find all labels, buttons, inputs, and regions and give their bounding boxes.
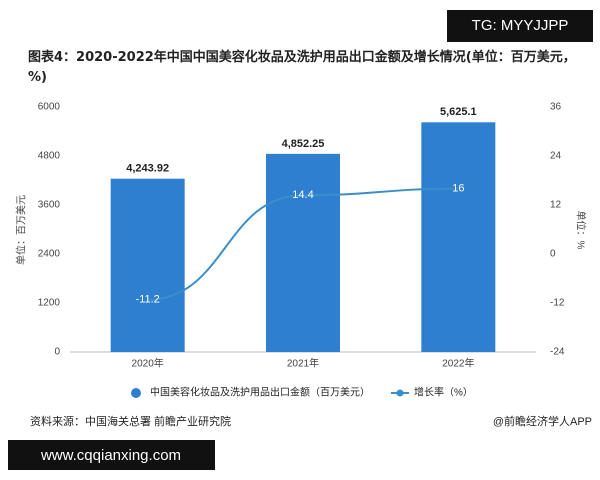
y-tick-label: 1200 [38,298,61,309]
line-value-label: 14.4 [292,189,313,201]
y2-tick-label: 12 [550,200,562,211]
bar [110,178,185,352]
bar [421,122,496,353]
bar-value-label: 4,852.25 [282,138,325,150]
bar-value-label: 4,243.92 [126,163,169,175]
legend-label: 中国美容化妆品及洗护用品出口金额（百万美元） [150,386,370,399]
y-tick-label: 4800 [38,151,61,162]
y2-tick-label: 36 [550,102,562,113]
y-tick-label: 0 [54,347,60,358]
line-value-label: 16 [452,183,464,195]
source: 资料来源：中国海关总署 前瞻产业研究院 [30,414,231,428]
website-box [8,440,215,470]
chart-title: 图表4：2020-2022年中国中国美容化妆品及洗护用品出口金额及增长情况(单位… [28,50,576,85]
title-box: 图表4：2020-2022年中国中国美容化妆品及洗护用品出口金额及增长情况(单位… [28,50,576,85]
tag: TG: MYYJJPP [472,17,569,34]
y-axis-label: 单位：百万美元 [15,195,28,265]
y2-tick-label: -24 [550,347,565,358]
credit: @前瞻经济学人APP [493,414,592,428]
line-value-label: -11.2 [136,294,160,306]
website: www.cqqianxing.com [40,447,181,464]
x-tick-label: 2021年 [287,357,319,370]
legend-swatch [131,388,141,398]
y2-tick-label: -12 [550,298,565,309]
y2-axis-label: 单位：% [574,211,587,250]
legend-label: 增长率（%） [414,386,473,399]
y-tick-label: 6000 [38,102,61,113]
bar [266,153,340,352]
y-tick-label: 2400 [38,249,61,260]
x-tick-label: 2022年 [442,357,474,370]
bar-value-label: 5,625.1 [440,106,477,118]
tag-box [447,10,593,42]
legend-swatch [396,389,404,397]
y-tick-label: 3600 [38,200,61,211]
y2-tick-label: 24 [550,151,562,162]
x-tick-label: 2020年 [132,357,164,370]
y2-tick-label: 0 [550,249,556,260]
line [147,187,459,301]
